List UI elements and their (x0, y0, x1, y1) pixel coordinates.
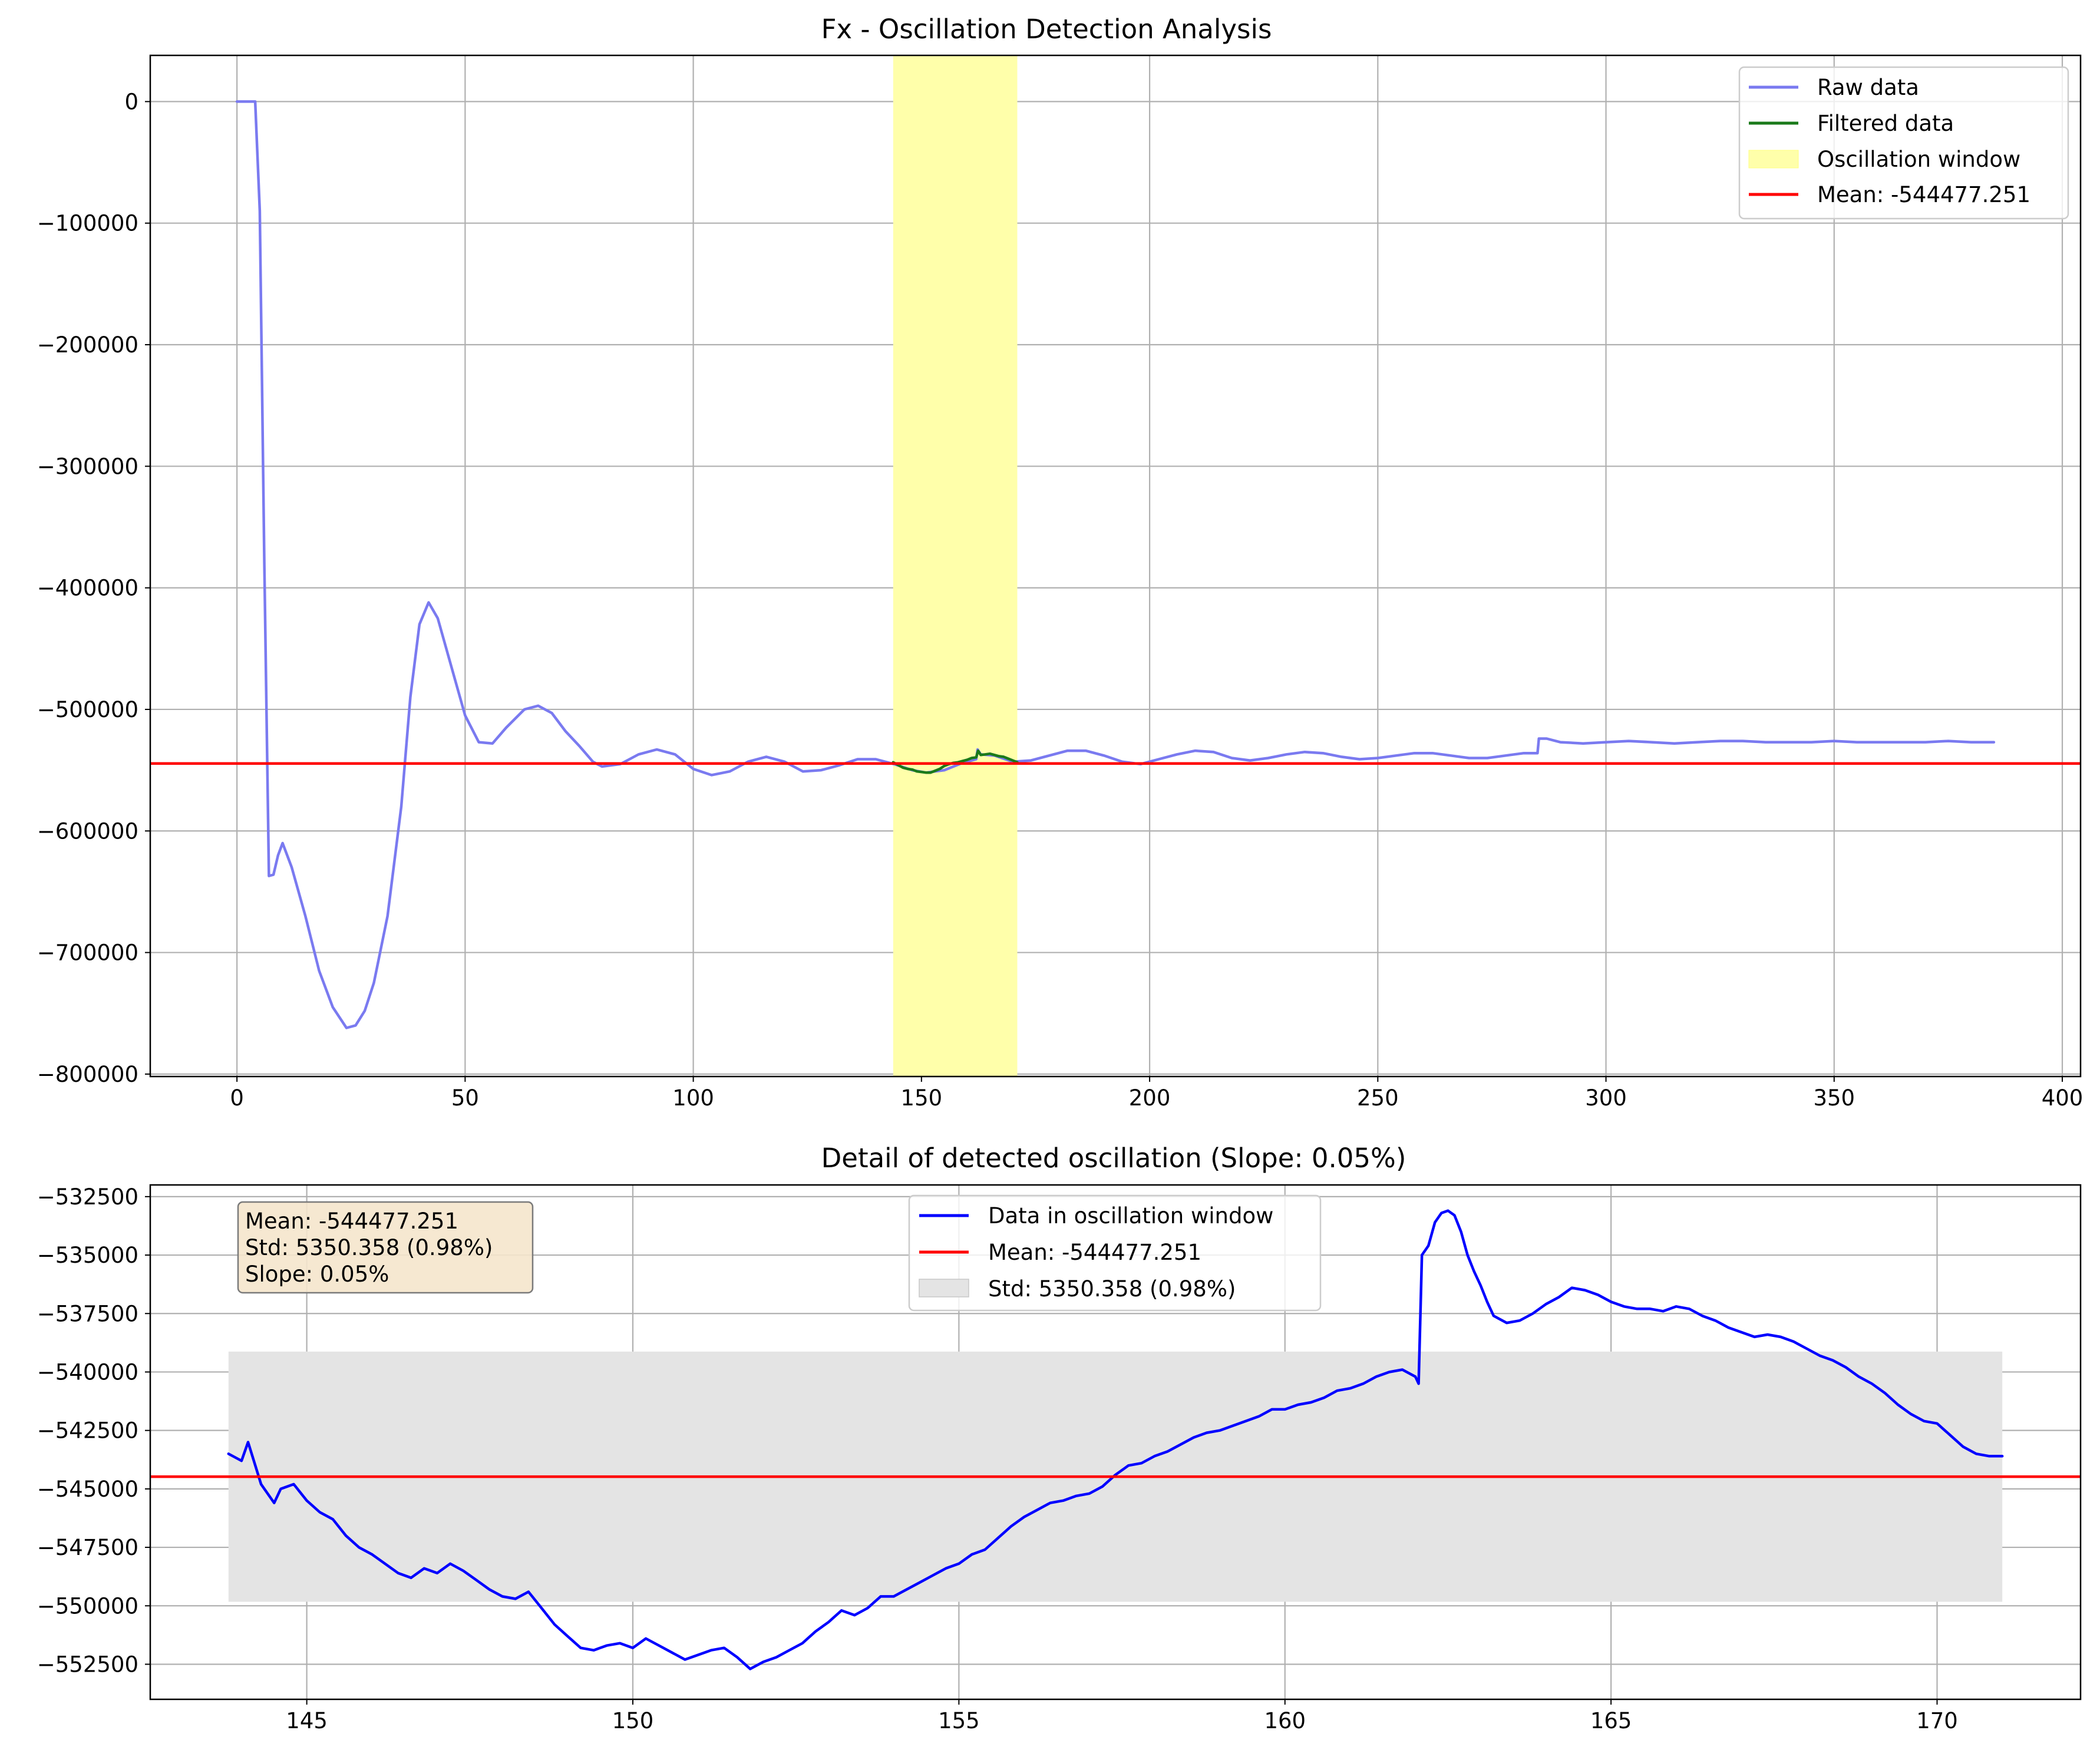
bottom-xtick-label: 145 (286, 1708, 328, 1734)
stats-annotation-box: Mean: -544477.251 Std: 5350.358 (0.98%) … (237, 1201, 534, 1294)
top-xtick-label: 250 (1357, 1085, 1399, 1111)
bottom-legend-label-data: Data in oscillation window (988, 1203, 1273, 1229)
bottom-ytick-label: −542500 (37, 1418, 138, 1444)
top-ytick-label: −300000 (37, 454, 138, 479)
top-chart-title: Fx - Oscillation Detection Analysis (821, 14, 1272, 45)
top-xtick-label: 400 (2042, 1085, 2084, 1111)
top-xtick-label: 300 (1585, 1085, 1627, 1111)
top-legend-box (1738, 66, 2069, 220)
bottom-chart: Detail of detected oscillation (Slope: 0… (37, 1143, 2082, 1734)
top-xtick-label: 100 (672, 1085, 714, 1111)
top-xtick-label: 150 (901, 1085, 943, 1111)
bottom-chart-title: Detail of detected oscillation (Slope: 0… (821, 1143, 1406, 1174)
bottom-ytick-label: −550000 (37, 1593, 138, 1619)
bottom-legend-box (908, 1194, 1322, 1312)
top-xtick-label: 350 (1813, 1085, 1855, 1111)
bottom-ytick-label: −532500 (37, 1184, 138, 1210)
top-chart-grid (150, 55, 2081, 1077)
bottom-xtick-label: 155 (938, 1708, 980, 1734)
stats-slope-text: Slope: 0.05% (245, 1262, 389, 1287)
top-shaded-region (893, 55, 1018, 1077)
bottom-ytick-label: −540000 (37, 1359, 138, 1385)
top-xtick-label: 200 (1129, 1085, 1171, 1111)
bottom-legend-label-std: Std: 5350.358 (0.98%) (988, 1276, 1236, 1302)
bottom-chart-axes-frame (149, 1184, 2082, 1701)
bottom-ytick-label: −535000 (37, 1243, 138, 1268)
bottom-ytick-label: −545000 (37, 1477, 138, 1502)
top-chart: Fx - Oscillation Detection Analysis 0 50 1… (37, 14, 2084, 1111)
top-xtick-label: 0 (230, 1085, 244, 1111)
top-legend-swatch-window (1748, 150, 1799, 169)
bottom-chart-legend: Data in oscillation window Mean: -544477… (908, 1194, 1322, 1312)
top-legend-label-window: Oscillation window (1817, 147, 2020, 172)
bottom-chart-series (150, 1209, 2081, 1670)
bottom-ytick-label: −547500 (37, 1535, 138, 1560)
top-chart-series (150, 100, 2081, 1029)
top-legend-label-mean: Mean: -544477.251 (1817, 182, 2030, 207)
top-xtick-label: 50 (451, 1085, 479, 1111)
bottom-chart-ticks: 145 150 155 160 165 170 −532500 −535000 −537500 −… (37, 1184, 1958, 1734)
top-chart-axes-frame (149, 54, 2082, 1078)
bottom-ytick-label: −552500 (37, 1652, 138, 1677)
stats-box-background (237, 1201, 534, 1294)
top-chart-shaded-regions (893, 55, 1018, 1077)
bottom-legend-swatch-std (919, 1279, 969, 1297)
bottom-xtick-label: 170 (1916, 1708, 1958, 1734)
bottom-ytick-label: −537500 (37, 1301, 138, 1326)
stats-std-text: Std: 5350.358 (0.98%) (245, 1235, 493, 1260)
top-chart-legend: Raw data Filtered data Oscillation windo… (1738, 66, 2069, 220)
top-ytick-label: −500000 (37, 697, 138, 722)
top-ytick-label: −600000 (37, 818, 138, 844)
bottom-legend-label-mean: Mean: -544477.251 (988, 1240, 1201, 1265)
top-ytick-label: −400000 (37, 576, 138, 601)
bottom-series-line-0 (227, 1209, 2004, 1670)
top-legend-label-raw: Raw data (1817, 75, 1919, 100)
bottom-xtick-label: 165 (1590, 1708, 1632, 1734)
top-ytick-label: −200000 (37, 332, 138, 358)
top-ytick-label: 0 (124, 89, 138, 114)
top-ytick-label: −100000 (37, 211, 138, 236)
bottom-xtick-label: 160 (1264, 1708, 1306, 1734)
bottom-xtick-label: 150 (612, 1708, 654, 1734)
top-legend-label-filtered: Filtered data (1817, 111, 1954, 136)
top-chart-ticks: 0 50 100 150 200 250 300 350 400 0 −100000 −200000 −… (37, 89, 2084, 1111)
top-ytick-label: −800000 (37, 1062, 138, 1087)
stats-mean-text: Mean: -544477.251 (245, 1209, 458, 1234)
top-ytick-label: −700000 (37, 940, 138, 966)
